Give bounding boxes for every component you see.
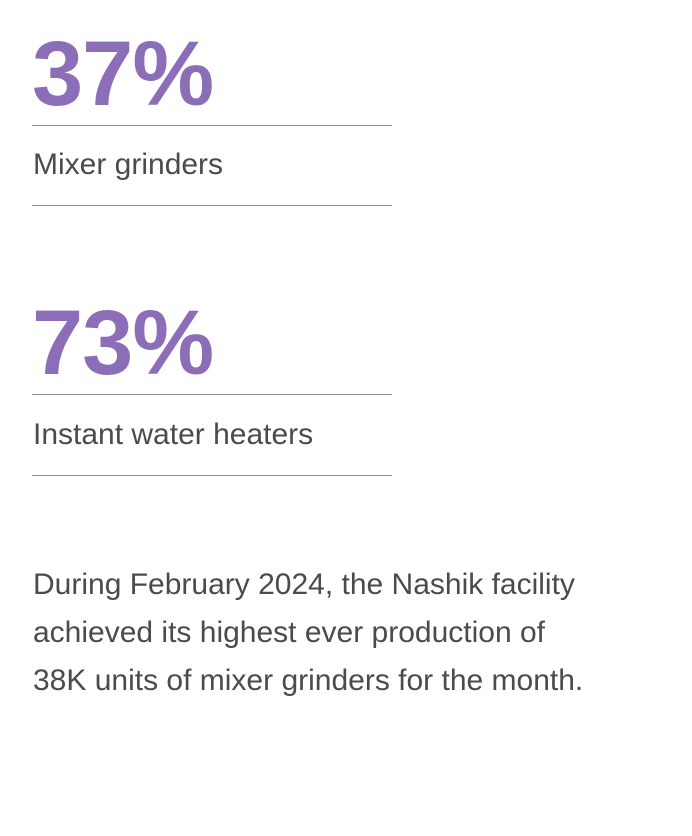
stat-value: 37% bbox=[32, 23, 214, 125]
divider bbox=[32, 125, 392, 126]
stat-label: Mixer grinders bbox=[33, 148, 224, 181]
divider bbox=[32, 205, 392, 206]
stat-value: 73% bbox=[32, 292, 214, 394]
divider bbox=[32, 475, 392, 476]
production-note: During February 2024, the Nashik facilit… bbox=[33, 568, 584, 697]
divider bbox=[32, 394, 392, 395]
stat-label: Instant water heaters bbox=[33, 418, 314, 451]
